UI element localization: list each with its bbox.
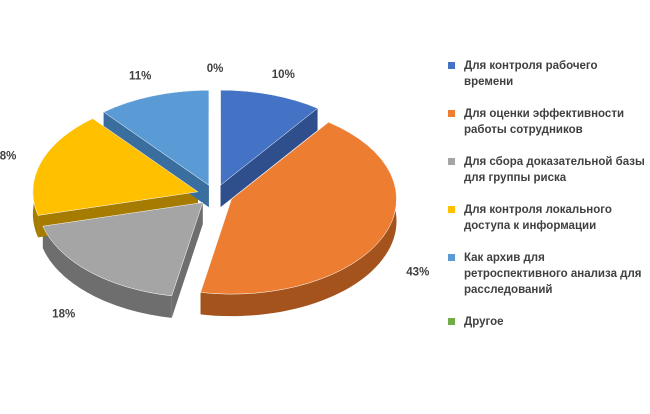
data-label-3: 18% [52,309,75,321]
legend-label-6: Другое [464,316,504,328]
pie-labels: 10% 43% 18% 18% 11% 0% [0,63,429,321]
pie-slice-2 [200,121,397,295]
pie-slice-5 [103,89,210,186]
pie-slice-4 [32,118,199,216]
legend-swatch-4 [448,206,455,213]
pie-slice-3 [42,202,204,297]
legend-item-1: Для контроля рабочего времени [448,58,648,90]
pie-chart: 10% 43% 18% 18% 11% 0% [0,63,429,321]
data-label-6: 0% [207,63,224,75]
pie-slices [32,89,397,297]
pie-slice-wall-1-2 [220,108,318,208]
pie-slice-1 [220,89,319,186]
legend-label-1: Для контроля рабочего времени [464,60,598,88]
legend-swatch-1 [448,62,455,69]
legend-item-3: Для сбора доказательной базы для группы … [448,154,648,186]
legend-swatch-5 [448,254,455,261]
legend-swatch-6 [448,318,455,325]
legend-label-4: Для контроля локального доступа к информ… [464,204,612,232]
pie-slice-wall-3-1 [171,202,203,318]
data-label-2: 43% [406,267,429,279]
legend-swatch-2 [448,110,455,117]
legend-label-3: Для сбора доказательной базы для группы … [464,156,645,184]
legend-item-5: Как архив для ретроспективного анализа д… [448,250,648,298]
pie-slice-side-3 [42,226,172,318]
data-label-5: 11% [129,70,151,82]
pie-slice-side-2 [200,122,397,317]
legend-label-5: Как архив для ретроспективного анализа д… [464,252,642,296]
legend-item-4: Для контроля локального доступа к информ… [448,202,648,234]
legend-swatch-3 [448,158,455,165]
data-label-4: 18% [0,151,16,163]
legend-item-2: Для оценки эффективности работы сотрудни… [448,106,648,138]
legend: Для контроля рабочего времени Для оценки … [448,58,648,346]
legend-item-6: Другое [448,314,648,330]
legend-label-2: Для оценки эффективности работы сотрудни… [464,108,625,136]
data-label-1: 10% [272,69,295,81]
